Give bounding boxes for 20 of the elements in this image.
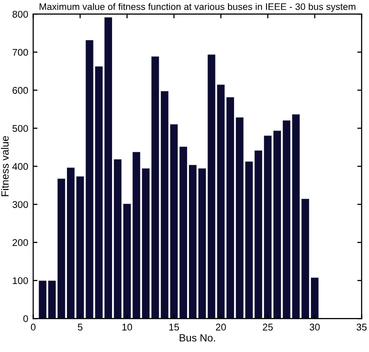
y-axis-title: Fitness value	[1, 136, 9, 196]
y-tick-label: 400	[12, 163, 28, 170]
y-tick-label: 200	[12, 239, 28, 246]
chart-title: Maximum value of fitness function at various buses in IEEE - 30 bus system	[40, 3, 356, 12]
x-tick-label: 35	[356, 324, 367, 331]
y-tick-label: 300	[12, 201, 28, 208]
y-tick-label: 600	[12, 86, 28, 94]
y-tick-label: 100	[12, 277, 28, 284]
x-tick-label: 10	[122, 324, 132, 331]
x-axis-title: Bus No.	[180, 334, 215, 342]
y-tick-label: 800	[12, 10, 28, 18]
y-tick-label: 500	[12, 124, 28, 132]
x-tick-label: 15	[169, 324, 179, 331]
y-tick-label: 0	[23, 315, 28, 322]
x-tick-label: 0	[30, 324, 36, 331]
x-tick-label: 30	[310, 324, 320, 331]
x-tick-label: 25	[262, 324, 273, 331]
x-tick-label: 5	[78, 324, 82, 331]
x-tick-label: 20	[216, 324, 226, 331]
y-tick-label: 700	[12, 48, 28, 56]
